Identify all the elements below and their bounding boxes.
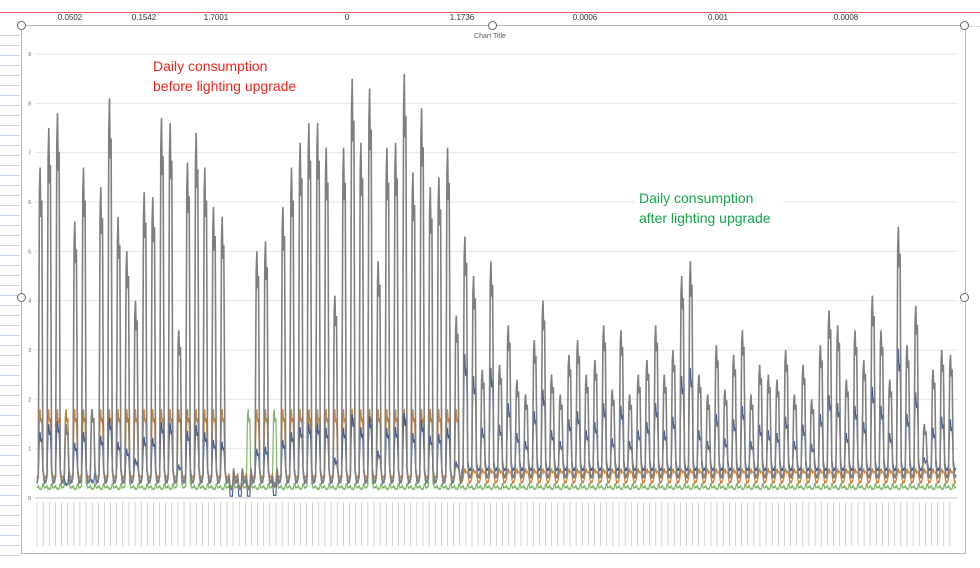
y-tick-label: 7 xyxy=(28,151,31,157)
y-tick-label: 0 xyxy=(28,496,31,502)
selected-row-border xyxy=(0,12,980,13)
y-tick-label: 1 xyxy=(28,447,31,453)
resize-handle-top-right[interactable] xyxy=(960,21,969,30)
y-tick-label: 3 xyxy=(28,348,31,354)
annotation-before-upgrade[interactable]: Daily consumption before lighting upgrad… xyxy=(149,56,307,96)
resize-handle-middle-right[interactable] xyxy=(960,293,969,302)
annotation-after-upgrade[interactable]: Daily consumption after lighting upgrade xyxy=(635,188,783,228)
y-tick-label: 9 xyxy=(28,52,31,58)
annotation-after-text: Daily consumption after lighting upgrade xyxy=(639,190,771,226)
y-tick-label: 2 xyxy=(28,397,31,403)
series-line-grey xyxy=(36,73,957,491)
y-tick-label: 6 xyxy=(28,200,31,206)
cell-value[interactable]: 0.0008 xyxy=(833,13,859,22)
row-gutter xyxy=(0,26,20,556)
cell-value[interactable]: 1.1736 xyxy=(449,13,475,22)
y-tick-label: 8 xyxy=(28,101,31,107)
cell-value[interactable]: 0 xyxy=(344,13,350,22)
y-tick-label: 4 xyxy=(28,299,31,305)
cell-value[interactable]: 1.7001 xyxy=(203,13,229,22)
resize-handle-top-middle[interactable] xyxy=(488,21,497,30)
cell-value[interactable]: 0.001 xyxy=(707,13,729,22)
annotation-before-text: Daily consumption before lighting upgrad… xyxy=(153,58,297,94)
resize-handle-top-left[interactable] xyxy=(17,21,26,30)
cell-value[interactable]: 0.0006 xyxy=(572,13,598,22)
resize-handle-middle-left[interactable] xyxy=(17,293,26,302)
chart-title[interactable]: Chart Title xyxy=(474,33,506,40)
y-tick-label: 5 xyxy=(28,249,31,255)
cell-value[interactable]: 0.1542 xyxy=(131,13,157,22)
cell-value[interactable]: 0.0502 xyxy=(57,13,83,22)
